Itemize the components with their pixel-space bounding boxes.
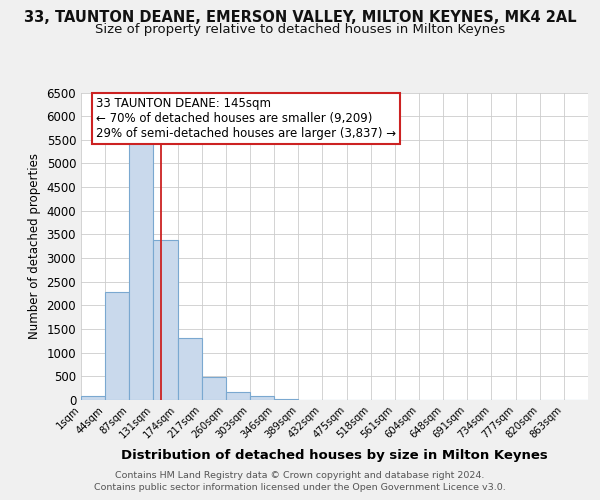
Y-axis label: Number of detached properties: Number of detached properties (28, 153, 41, 339)
Text: 33, TAUNTON DEANE, EMERSON VALLEY, MILTON KEYNES, MK4 2AL: 33, TAUNTON DEANE, EMERSON VALLEY, MILTO… (23, 10, 577, 25)
Bar (81, 396, 105, 400)
Text: Size of property relative to detached houses in Milton Keynes: Size of property relative to detached ho… (95, 22, 505, 36)
Text: Contains HM Land Registry data © Crown copyright and database right 2024.: Contains HM Land Registry data © Crown c… (115, 472, 485, 480)
Bar (105, 292, 129, 400)
Bar (129, 143, 154, 400)
Bar (154, 240, 178, 400)
Bar (202, 378, 226, 400)
Bar (178, 338, 202, 400)
Text: 33 TAUNTON DEANE: 145sqm
← 70% of detached houses are smaller (9,209)
29% of sem: 33 TAUNTON DEANE: 145sqm ← 70% of detach… (96, 97, 397, 140)
Bar (250, 396, 274, 400)
Bar (226, 392, 250, 400)
Text: Contains public sector information licensed under the Open Government Licence v3: Contains public sector information licen… (94, 482, 506, 492)
X-axis label: Distribution of detached houses by size in Milton Keynes: Distribution of detached houses by size … (121, 449, 548, 462)
Bar (274, 398, 298, 400)
